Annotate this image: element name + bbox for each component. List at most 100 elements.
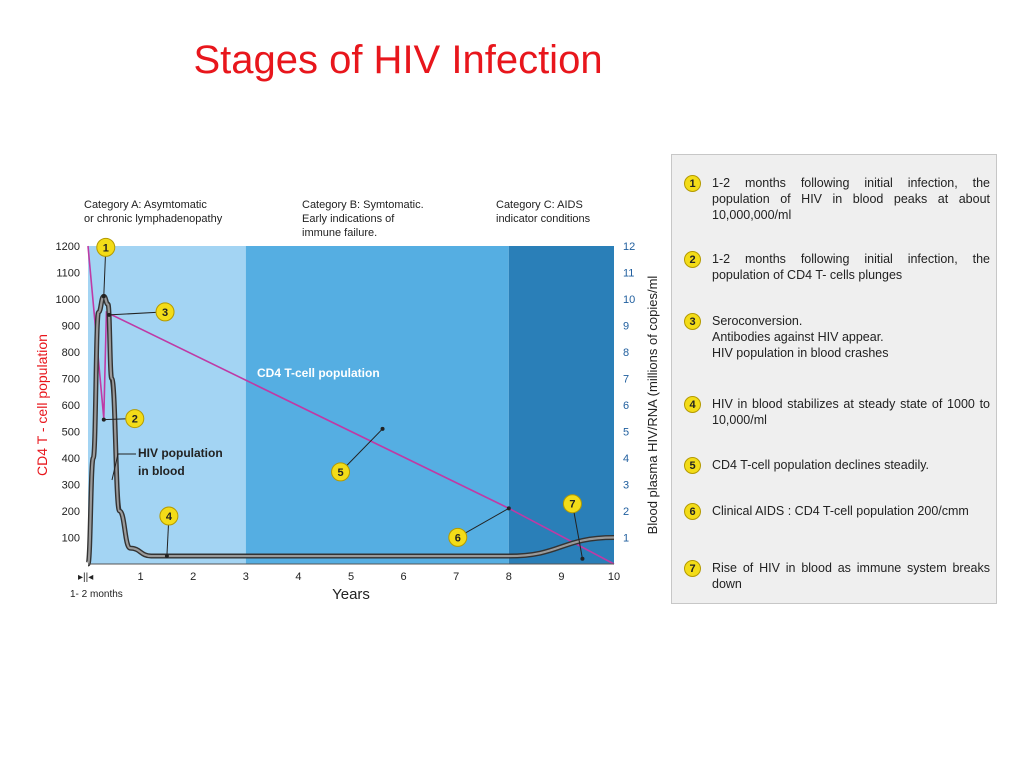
marker-label: 5 [337,467,343,479]
legend-text: Seroconversion. Antibodies against HIV a… [712,314,889,360]
legend-item: 3 Seroconversion. Antibodies against HIV … [684,313,990,361]
y-right-tick-label: 6 [623,400,629,412]
legend-text: HIV in blood stabilizes at steady state … [712,397,990,427]
x-tick-label: 2 [190,571,196,583]
hiv-series-label-line2: in blood [138,464,185,478]
legend-item: 2 1-2 months following initial infection,… [684,251,990,283]
y-right-tick-label: 8 [623,347,629,359]
category-label: indicator conditions [496,213,591,225]
cd4-series-label: CD4 T-cell population [257,366,380,380]
marker-label: 2 [132,414,138,426]
hiv-label-pointer [111,453,136,481]
marker-pointer [340,428,383,473]
marker-badge [331,462,351,482]
x-tick-label: 4 [295,571,301,583]
marker-badge [562,494,582,514]
marker-tip [101,417,106,422]
y-right-tick-label: 4 [623,453,629,465]
category-band [245,246,509,564]
y-left-tick-label: 900 [62,321,80,333]
legend-text: CD4 T-cell population declines steadily. [712,458,930,472]
x-tick-label: 7 [453,571,459,583]
category-band [508,246,614,564]
marker-tip [164,554,169,559]
y-left-tick-label: 100 [62,533,80,545]
marker-label: 1 [103,242,109,254]
legend-badge: 3 [684,313,701,330]
y-right-tick-label: 10 [623,294,635,306]
category-label: Category A: Asymtomatic [84,199,207,211]
legend-item: 5 CD4 T-cell population declines steadily… [684,457,990,474]
category-label: Early indications of [302,213,395,225]
marker-badge [125,409,145,429]
y-right-tick-label: 5 [623,427,629,439]
marker-tip [506,506,511,511]
hiv-stages-chart: Category A: Asymtomatic or chronic lympha… [34,199,660,603]
x-tick-label: 9 [558,571,564,583]
category-label: immune failure. [302,227,377,239]
legend-text: 1-2 months following initial infection, … [712,176,990,222]
marker-badge [96,237,116,257]
y-right-tick-label: 9 [623,321,629,333]
marker-label: 4 [166,511,173,523]
marker-tip [380,426,385,431]
y-left-tick-label: 1200 [56,241,80,253]
category-label: or chronic lymphadenopathy [84,213,223,225]
marker-badge [448,527,468,547]
marker-tip [101,294,106,299]
legend-item: 7 Rise of HIV in blood as immune system b… [684,560,990,592]
marker-label: 6 [455,532,461,544]
y-left-tick-label: 500 [62,427,80,439]
category-label: Category B: Symtomatic. [302,199,424,211]
x-tick-label: 5 [348,571,354,583]
x-tick-label: 1 [138,571,144,583]
x-tick-label: 10 [608,571,620,583]
legend-badge: 4 [684,396,701,413]
marker-pointer [457,507,510,538]
y-left-tick-label: 400 [62,453,80,465]
y-right-axis-title: Blood plasma HIV/RNA (millions of copies… [645,276,660,535]
y-right-tick-label: 1 [623,533,629,545]
marker-tip [107,312,112,317]
marker-badge [155,302,175,322]
legend-badge: 2 [684,251,701,268]
y-right-tick-label: 7 [623,374,629,386]
marker-tip [580,556,585,561]
y-left-axis-title: CD4 T - cell population [34,334,50,476]
y-right-tick-label: 12 [623,241,635,253]
x-tick-label: 6 [401,571,407,583]
x-prefix-label: 1- 2 months [70,589,123,600]
legend-text: Clinical AIDS : CD4 T-cell population 20… [712,504,969,518]
category-label: Category C: AIDS [496,199,583,211]
legend-item: 6 Clinical AIDS : CD4 T-cell population 2… [684,503,990,520]
y-right-tick-label: 11 [623,268,634,280]
y-left-tick-label: 1100 [56,268,80,280]
y-right-tick-label: 2 [623,506,629,518]
marker-label: 3 [162,307,168,319]
months-marker: ▸||◂ [78,572,93,583]
legend-badge: 5 [684,457,701,474]
legend-panel: 1 1-2 months following initial infection,… [671,154,997,604]
x-axis-title: Years [332,586,370,603]
legend-text: Rise of HIV in blood as immune system br… [712,561,990,591]
legend-item: 1 1-2 months following initial infection,… [684,175,990,223]
page-title: Stages of HIV Infection [193,38,603,82]
legend-badge: 6 [684,503,701,520]
marker-badge [159,506,179,526]
legend-item: 4 HIV in blood stabilizes at steady state… [684,396,990,428]
legend-badge: 1 [684,175,701,192]
legend-badge: 7 [684,560,701,577]
y-left-tick-label: 1000 [56,294,80,306]
hiv-line [86,295,615,566]
y-left-tick-label: 200 [62,506,80,518]
y-left-tick-label: 800 [62,347,80,359]
y-left-tick-label: 300 [62,480,80,492]
marker-label: 7 [569,499,575,511]
y-left-tick-label: 700 [62,374,80,386]
x-tick-label: 8 [506,571,512,583]
x-tick-label: 3 [243,571,249,583]
y-left-tick-label: 600 [62,400,80,412]
y-right-tick-label: 3 [623,480,629,492]
hiv-series-label-line1: HIV population [138,446,223,460]
legend-text: 1-2 months following initial infection, … [712,252,990,282]
